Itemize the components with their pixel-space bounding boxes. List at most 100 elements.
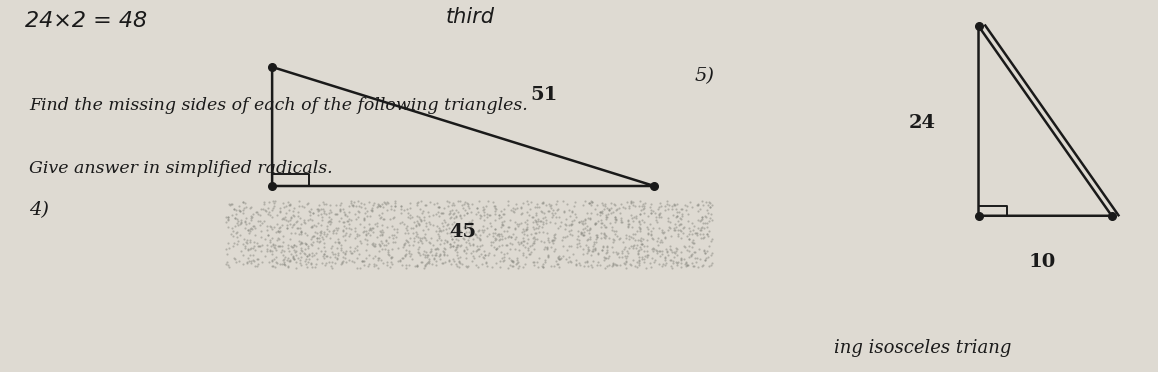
Point [328, 245, 346, 251]
Point [510, 221, 528, 227]
Point [672, 206, 690, 212]
Point [474, 223, 492, 229]
Point [653, 227, 672, 233]
Point [252, 220, 271, 226]
Point [501, 262, 520, 268]
Point [556, 221, 574, 227]
Point [581, 234, 600, 240]
Point [248, 263, 266, 269]
Point [542, 263, 560, 269]
Point [291, 260, 309, 266]
Point [617, 253, 636, 259]
Point [635, 259, 653, 265]
Point [327, 211, 345, 217]
Point [357, 247, 375, 253]
Point [559, 243, 578, 249]
Point [701, 215, 719, 221]
Point [302, 253, 321, 259]
Point [434, 223, 453, 229]
Point [462, 250, 481, 256]
Point [491, 258, 510, 264]
Point [655, 256, 674, 262]
Point [674, 224, 692, 230]
Point [547, 231, 565, 237]
Point [329, 238, 347, 244]
Point [679, 211, 697, 217]
Point [598, 247, 616, 253]
Point [519, 247, 537, 253]
Point [578, 227, 596, 233]
Point [345, 235, 364, 241]
Point [295, 251, 314, 257]
Point [281, 221, 300, 227]
Point [468, 243, 486, 249]
Point [621, 221, 639, 227]
Point [232, 208, 250, 214]
Point [330, 218, 349, 224]
Point [470, 227, 489, 233]
Point [653, 229, 672, 235]
Point [379, 251, 397, 257]
Point [520, 212, 538, 218]
Point [655, 203, 674, 209]
Point [528, 236, 547, 242]
Point [299, 243, 317, 249]
Point [670, 215, 689, 221]
Point [588, 251, 607, 257]
Point [298, 253, 316, 259]
Point [340, 244, 359, 250]
Point [444, 201, 462, 206]
Point [624, 243, 643, 249]
Point [499, 202, 518, 208]
Point [423, 212, 441, 218]
Point [445, 224, 463, 230]
Point [603, 260, 622, 266]
Point [346, 245, 365, 251]
Point [261, 247, 279, 253]
Point [331, 245, 350, 251]
Point [236, 219, 255, 225]
Point [474, 203, 492, 209]
Point [433, 260, 452, 266]
Point [372, 257, 390, 263]
Point [675, 256, 694, 262]
Point [584, 243, 602, 249]
Point [330, 208, 349, 214]
Point [302, 264, 321, 270]
Point [415, 251, 433, 257]
Point [449, 254, 468, 260]
Point [633, 241, 652, 247]
Point [554, 243, 572, 249]
Point [428, 203, 447, 209]
Point [460, 234, 478, 240]
Point [409, 239, 427, 245]
Point [702, 238, 720, 244]
Point [303, 233, 322, 239]
Point [506, 226, 525, 232]
Point [516, 261, 535, 267]
Point [608, 232, 626, 238]
Point [244, 258, 263, 264]
Point [426, 246, 445, 251]
Point [259, 205, 278, 211]
Point [435, 251, 454, 257]
Point [270, 236, 288, 242]
Point [550, 256, 569, 262]
Text: 5): 5) [695, 67, 714, 85]
Point [401, 205, 419, 211]
Point [577, 258, 595, 264]
Point [691, 218, 710, 224]
Point [565, 199, 584, 205]
Point [452, 242, 470, 248]
Point [267, 237, 286, 243]
Point [359, 263, 378, 269]
Point [441, 243, 460, 249]
Point [419, 256, 438, 262]
Point [404, 230, 423, 236]
Point [549, 255, 567, 261]
Point [327, 239, 345, 245]
Point [301, 260, 320, 266]
Point [360, 261, 379, 267]
Point [360, 213, 379, 219]
Point [265, 242, 284, 248]
